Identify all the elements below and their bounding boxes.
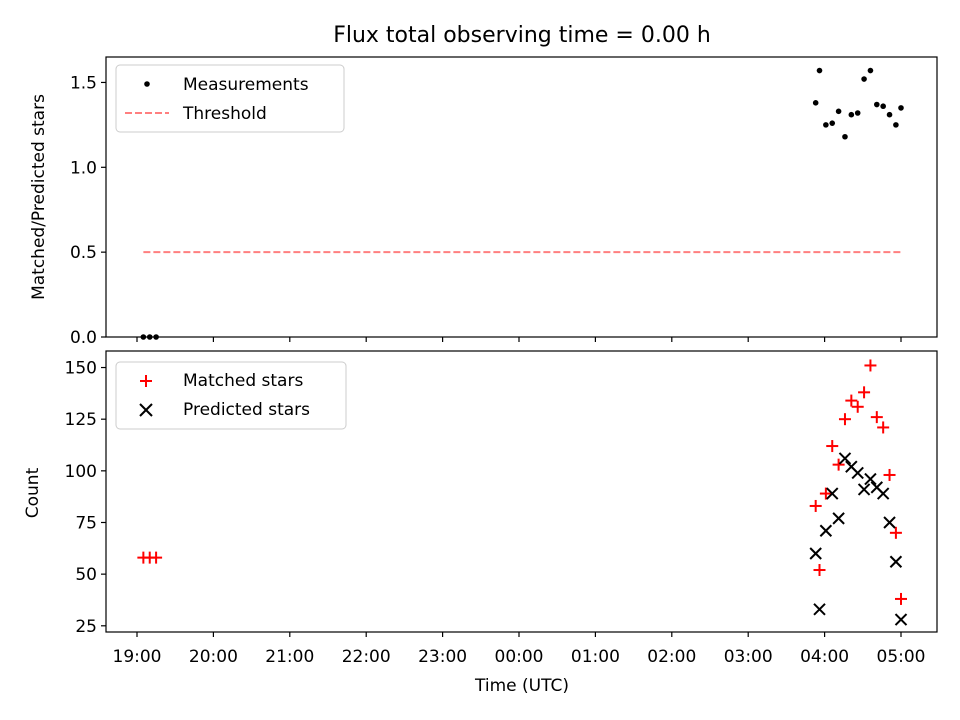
measurement-point bbox=[880, 103, 886, 110]
measurement-point bbox=[823, 122, 829, 128]
bottom-y-tick-label: 150 bbox=[65, 359, 97, 379]
measurement-point bbox=[848, 111, 855, 118]
x-tick-label: 03:00 bbox=[724, 647, 773, 667]
matched-star-point bbox=[809, 499, 822, 512]
x-tick-label: 20:00 bbox=[189, 647, 238, 667]
legend-threshold-label: Threshold bbox=[182, 104, 267, 124]
x-tick-label: 04:00 bbox=[800, 647, 849, 667]
bottom-series-layer bbox=[137, 359, 908, 626]
matched-star-point bbox=[870, 411, 883, 424]
legend-matched-marker bbox=[140, 375, 152, 387]
top-y-tick-label: 0.0 bbox=[70, 328, 97, 348]
top-y-ticks: 0.0 0.5 1.0 1.5 bbox=[70, 73, 106, 348]
top-y-tick-label: 1.5 bbox=[70, 73, 97, 93]
bottom-y-tick-label: 25 bbox=[75, 617, 97, 637]
measurement-point bbox=[867, 67, 874, 74]
matched-star-point bbox=[864, 359, 877, 372]
matched-star-point bbox=[889, 526, 902, 539]
predicted-star-point bbox=[838, 452, 852, 465]
matched-star-point bbox=[150, 551, 163, 564]
top-y-tick-label: 1.0 bbox=[70, 158, 97, 178]
top-y-axis-label: Matched/Predicted stars bbox=[29, 94, 49, 300]
predicted-star-point bbox=[864, 472, 877, 486]
measurement-point bbox=[816, 67, 823, 74]
top-panel: Flux total observing time = 0.00 h Match… bbox=[29, 23, 938, 348]
predicted-star-point bbox=[857, 483, 871, 496]
predicted-star-point bbox=[809, 547, 822, 560]
legend-measurements-label: Measurements bbox=[183, 75, 309, 95]
predicted-star-point bbox=[826, 487, 839, 500]
matched-star-point bbox=[813, 564, 826, 577]
measurement-point bbox=[835, 108, 842, 115]
bottom-y-tick-label: 75 bbox=[75, 513, 97, 533]
top-series-layer bbox=[140, 67, 904, 340]
x-tick-label: 23:00 bbox=[418, 647, 467, 667]
legend-predicted-label: Predicted stars bbox=[183, 400, 310, 420]
matched-star-point bbox=[819, 487, 832, 500]
measurement-point bbox=[898, 105, 904, 111]
x-tick-label: 05:00 bbox=[877, 647, 926, 667]
predicted-star-point bbox=[832, 512, 845, 525]
x-tick-label: 19:00 bbox=[113, 647, 162, 667]
predicted-star-point bbox=[894, 613, 908, 626]
x-tick-label: 00:00 bbox=[495, 647, 544, 667]
x-tick-label: 01:00 bbox=[571, 647, 620, 667]
x-tick-label: 02:00 bbox=[647, 647, 696, 667]
measurement-point bbox=[812, 100, 819, 106]
measurement-point bbox=[893, 122, 899, 128]
bottom-y-tick-label: 100 bbox=[65, 462, 97, 482]
legend-predicted-marker bbox=[139, 403, 153, 417]
top-plot-frame bbox=[105, 56, 938, 338]
predicted-star-point bbox=[889, 555, 903, 568]
measurement-point bbox=[842, 133, 848, 140]
matched-star-point bbox=[845, 394, 858, 407]
bottom-plot-frame bbox=[105, 350, 938, 633]
measurement-point bbox=[874, 101, 880, 108]
legend-matched-label: Matched stars bbox=[183, 371, 303, 391]
x-tick-label: 22:00 bbox=[342, 647, 391, 667]
bottom-y-tick-label: 125 bbox=[65, 410, 97, 430]
x-tick-label: 21:00 bbox=[265, 647, 314, 667]
predicted-star-point bbox=[876, 487, 890, 500]
legend-measurements-marker bbox=[144, 81, 150, 87]
bottom-y-ticks: 25 50 75 100 125 150 bbox=[65, 359, 106, 637]
matched-star-point bbox=[895, 592, 907, 605]
predicted-star-point bbox=[819, 524, 833, 537]
matched-star-point bbox=[851, 400, 864, 413]
measurement-point bbox=[829, 120, 836, 126]
measurement-point bbox=[886, 111, 893, 118]
predicted-star-point bbox=[883, 516, 896, 529]
matched-star-point bbox=[877, 421, 890, 434]
bottom-x-axis-label: Time (UTC) bbox=[474, 676, 569, 696]
bottom-panel: Count Time (UTC) 25 50 75 100 125 150 19:00 20… bbox=[23, 350, 938, 696]
bottom-legend-box bbox=[115, 361, 347, 430]
predicted-star-point bbox=[851, 466, 864, 480]
top-legend: Measurements Threshold bbox=[115, 64, 345, 133]
bottom-y-tick-label: 50 bbox=[75, 565, 97, 585]
bottom-y-axis-label: Count bbox=[23, 467, 43, 518]
matched-star-point bbox=[858, 386, 871, 399]
top-chart-title: Flux total observing time = 0.00 h bbox=[333, 23, 711, 48]
measurement-point bbox=[854, 110, 861, 116]
matched-star-point bbox=[883, 468, 896, 481]
bottom-x-ticks: 19:00 20:00 21:00 22:00 23:00 00:00 01:00 02:00… bbox=[113, 632, 926, 667]
top-x-ticks bbox=[136, 337, 902, 342]
matched-star-point bbox=[826, 440, 839, 453]
measurement-point bbox=[861, 76, 867, 82]
predicted-star-point bbox=[813, 603, 826, 616]
bottom-legend: Matched stars Predicted stars bbox=[115, 361, 347, 430]
matched-star-point bbox=[832, 458, 845, 471]
top-y-tick-label: 0.5 bbox=[70, 243, 97, 263]
matched-star-point bbox=[838, 413, 851, 426]
top-legend-box bbox=[115, 64, 345, 133]
